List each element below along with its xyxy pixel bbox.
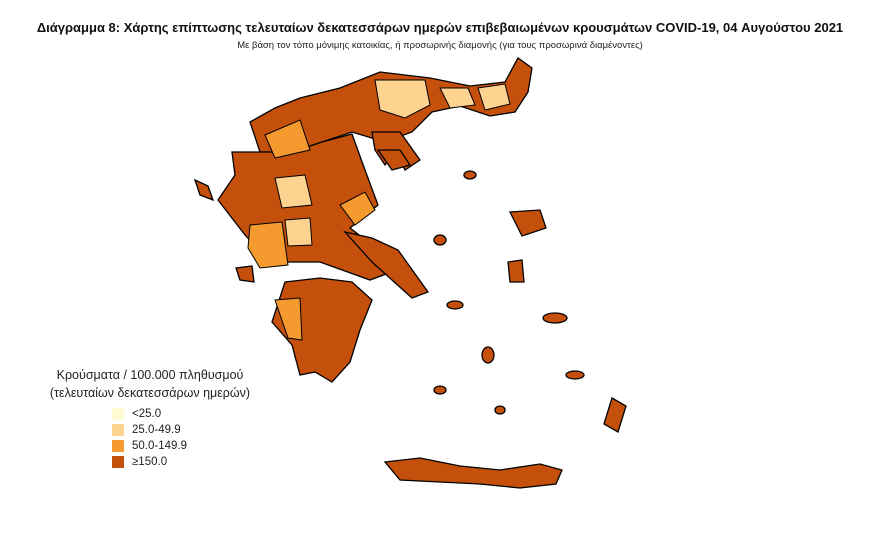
region-mid-4: [264, 119, 311, 159]
map-subtitle: Με βάση τον τόπο μόνιμης κατοικίας, ή πρ…: [237, 40, 643, 51]
legend-item: ≥150.0: [112, 454, 270, 470]
legend-swatch: [112, 440, 124, 452]
region-rhodes: [603, 397, 627, 433]
legend-swatch: [112, 424, 124, 436]
region-kefalonia: [235, 265, 255, 283]
legend-label: ≥150.0: [132, 456, 168, 468]
map-title: Διάγραμμα 8: Χάρτης επίπτωσης τελευταίων…: [36, 20, 844, 35]
region-chios: [507, 259, 525, 283]
region-mid-2: [274, 297, 303, 341]
legend-label: 50.0-149.9: [132, 440, 187, 452]
region-samos: [542, 312, 568, 324]
region-samothrace: [463, 170, 477, 180]
region-naxos: [481, 346, 495, 364]
region-light-2: [439, 87, 476, 109]
region-kos: [565, 370, 585, 380]
legend-swatch: [112, 408, 124, 420]
region-milos: [433, 385, 447, 395]
region-santorini: [494, 405, 506, 415]
region-mid-1: [247, 221, 289, 269]
region-crete: [383, 457, 563, 489]
legend-item: <25.0: [112, 406, 270, 422]
region-lesvos: [508, 209, 547, 237]
region-evia: [343, 230, 430, 299]
region-andros: [446, 300, 464, 310]
legend-title-line1: Κρούσματα / 100.000 πληθυσμού: [56, 368, 244, 382]
legend-item: 25.0-49.9: [112, 422, 270, 438]
legend-title-line2: (τελευταίων δεκατεσσάρων ημερών): [49, 386, 251, 400]
region-thasos: [376, 149, 412, 171]
legend: Κρούσματα / 100.000 πληθυσμού (τελευταίω…: [30, 366, 270, 470]
legend-item: 50.0-149.9: [112, 438, 270, 454]
region-mid-3: [339, 191, 376, 226]
region-lemnos: [433, 234, 447, 246]
legend-label: 25.0-49.9: [132, 424, 181, 436]
legend-label: <25.0: [132, 408, 162, 420]
legend-swatch: [112, 456, 124, 468]
region-corfu: [193, 178, 215, 202]
region-light-1: [374, 79, 431, 119]
region-light-4: [274, 174, 313, 209]
region-light-5: [284, 217, 313, 247]
region-light-3: [477, 83, 511, 111]
